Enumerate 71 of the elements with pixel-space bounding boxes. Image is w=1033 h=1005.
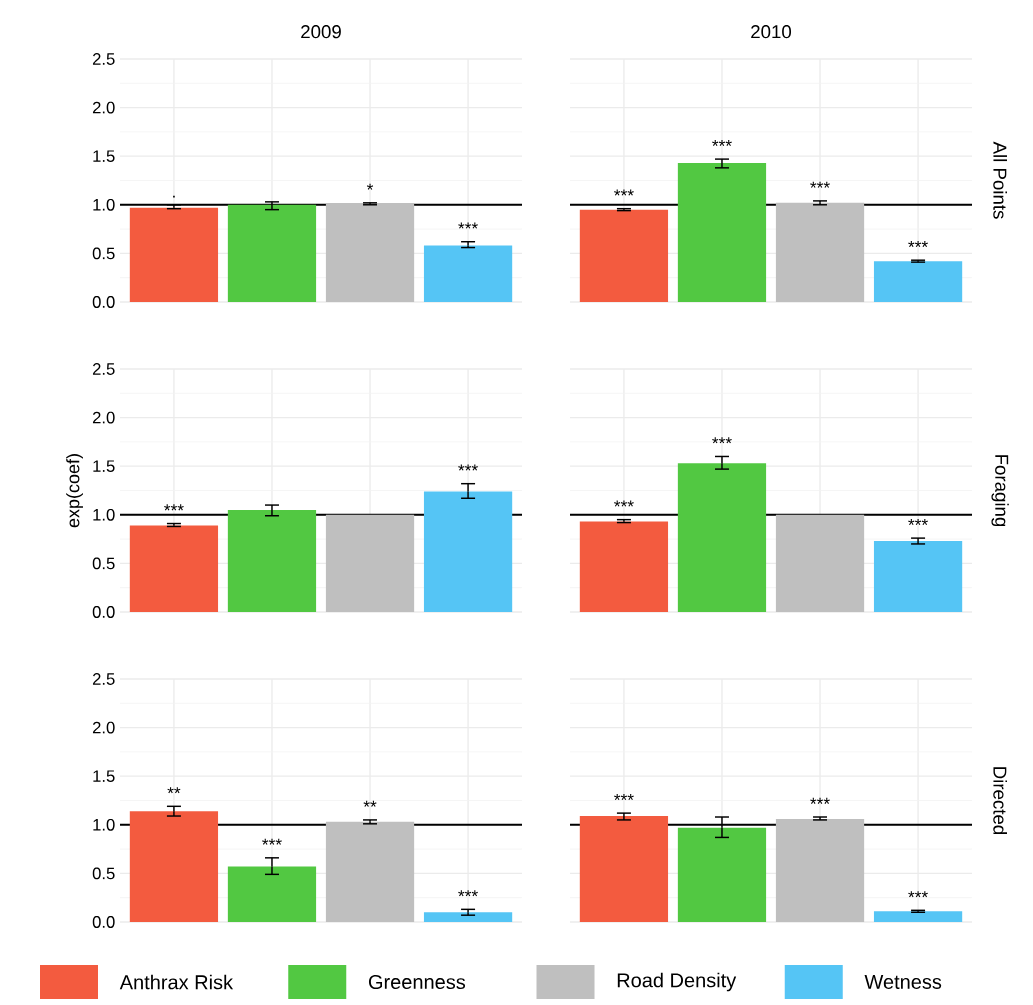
y2-axis-title: All Points [993, 141, 1007, 219]
chart-title: 2009 [301, 25, 341, 39]
y-tick-label: 2.5 [92, 53, 115, 65]
bar [325, 821, 415, 922]
data-label: *** [908, 518, 928, 526]
y2-axis-title: Foraging [991, 455, 1009, 527]
y-tick-label: 1.0 [93, 198, 115, 211]
data-label: ** [167, 787, 181, 794]
data-label: *** [164, 504, 184, 511]
data-label: *** [908, 241, 928, 248]
bar [227, 204, 317, 302]
y-tick-label: 0.0 [92, 916, 115, 928]
bar [873, 541, 963, 612]
data-label: *** [712, 437, 732, 444]
y-tick-label: 0.5 [92, 867, 115, 880]
category-label: Road Density [617, 972, 737, 992]
bar [579, 521, 669, 612]
bar [873, 911, 963, 922]
data-label: *** [458, 890, 478, 897]
bar [775, 514, 865, 612]
y-tick-label: 2.5 [92, 363, 115, 375]
data-label: *** [458, 464, 478, 471]
bar [423, 912, 513, 922]
bar [677, 827, 767, 922]
bar [325, 514, 415, 612]
data-label: *** [262, 838, 282, 845]
bar [775, 202, 865, 302]
data-label: *** [614, 189, 634, 196]
category-label: Wetness [864, 975, 942, 989]
data-label: *** [614, 500, 634, 507]
data-label: ** [363, 800, 377, 807]
bar [423, 491, 513, 612]
chart-title: 2010 [751, 25, 792, 39]
data-label: *** [810, 181, 830, 188]
bar [677, 162, 767, 302]
y-tick-label: 0.5 [92, 247, 115, 260]
y-tick-label: 2.0 [92, 411, 115, 424]
data-label: *** [712, 139, 732, 146]
data-label: *** [614, 793, 634, 801]
y-tick-label: 2.5 [92, 673, 115, 685]
bar [579, 209, 669, 302]
bar [579, 816, 669, 922]
bar [325, 203, 415, 302]
bar [677, 463, 767, 612]
data-label: *** [908, 891, 928, 898]
y-tick-label: 0.5 [92, 557, 115, 570]
bar [227, 866, 317, 922]
y-tick-label: 2.0 [92, 101, 115, 114]
y-tick-label: 0.0 [92, 296, 115, 308]
category-label: Greenness [368, 974, 466, 990]
bar [775, 818, 865, 922]
bar [129, 207, 219, 302]
bar [129, 525, 219, 612]
y-tick-label: 1.5 [93, 770, 115, 783]
bar [129, 811, 219, 922]
data-label: *** [810, 797, 830, 804]
bar [423, 245, 513, 302]
bar [227, 509, 317, 612]
y-axis-title: exp(coef) [66, 454, 83, 528]
data-label: *** [458, 222, 478, 229]
y-tick-label: 1.0 [93, 508, 115, 521]
y-tick-label: 0.0 [92, 606, 115, 618]
data-label: . [173, 195, 175, 198]
y-tick-label: 1.5 [93, 150, 115, 162]
y-tick-label: 1.5 [93, 460, 115, 473]
bar [873, 261, 963, 302]
y-tick-label: 1.0 [93, 818, 115, 831]
category-label: Anthrax Risk [119, 974, 234, 990]
data-label: * [366, 183, 374, 190]
y-tick-label: 2.0 [92, 721, 115, 734]
y2-axis-title: Directed [993, 767, 1007, 835]
